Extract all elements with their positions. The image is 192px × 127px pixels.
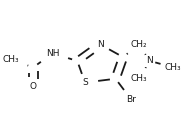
Text: CH₂: CH₂ [130,40,147,49]
Text: O: O [30,82,37,91]
Text: Br: Br [126,95,136,104]
Text: NH: NH [46,49,59,58]
Text: CH₃: CH₃ [165,63,181,72]
Text: N: N [146,57,153,65]
Text: CH₃: CH₃ [130,74,147,83]
Text: N: N [97,40,104,49]
Text: CH₃: CH₃ [2,55,19,64]
Text: S: S [82,78,88,87]
